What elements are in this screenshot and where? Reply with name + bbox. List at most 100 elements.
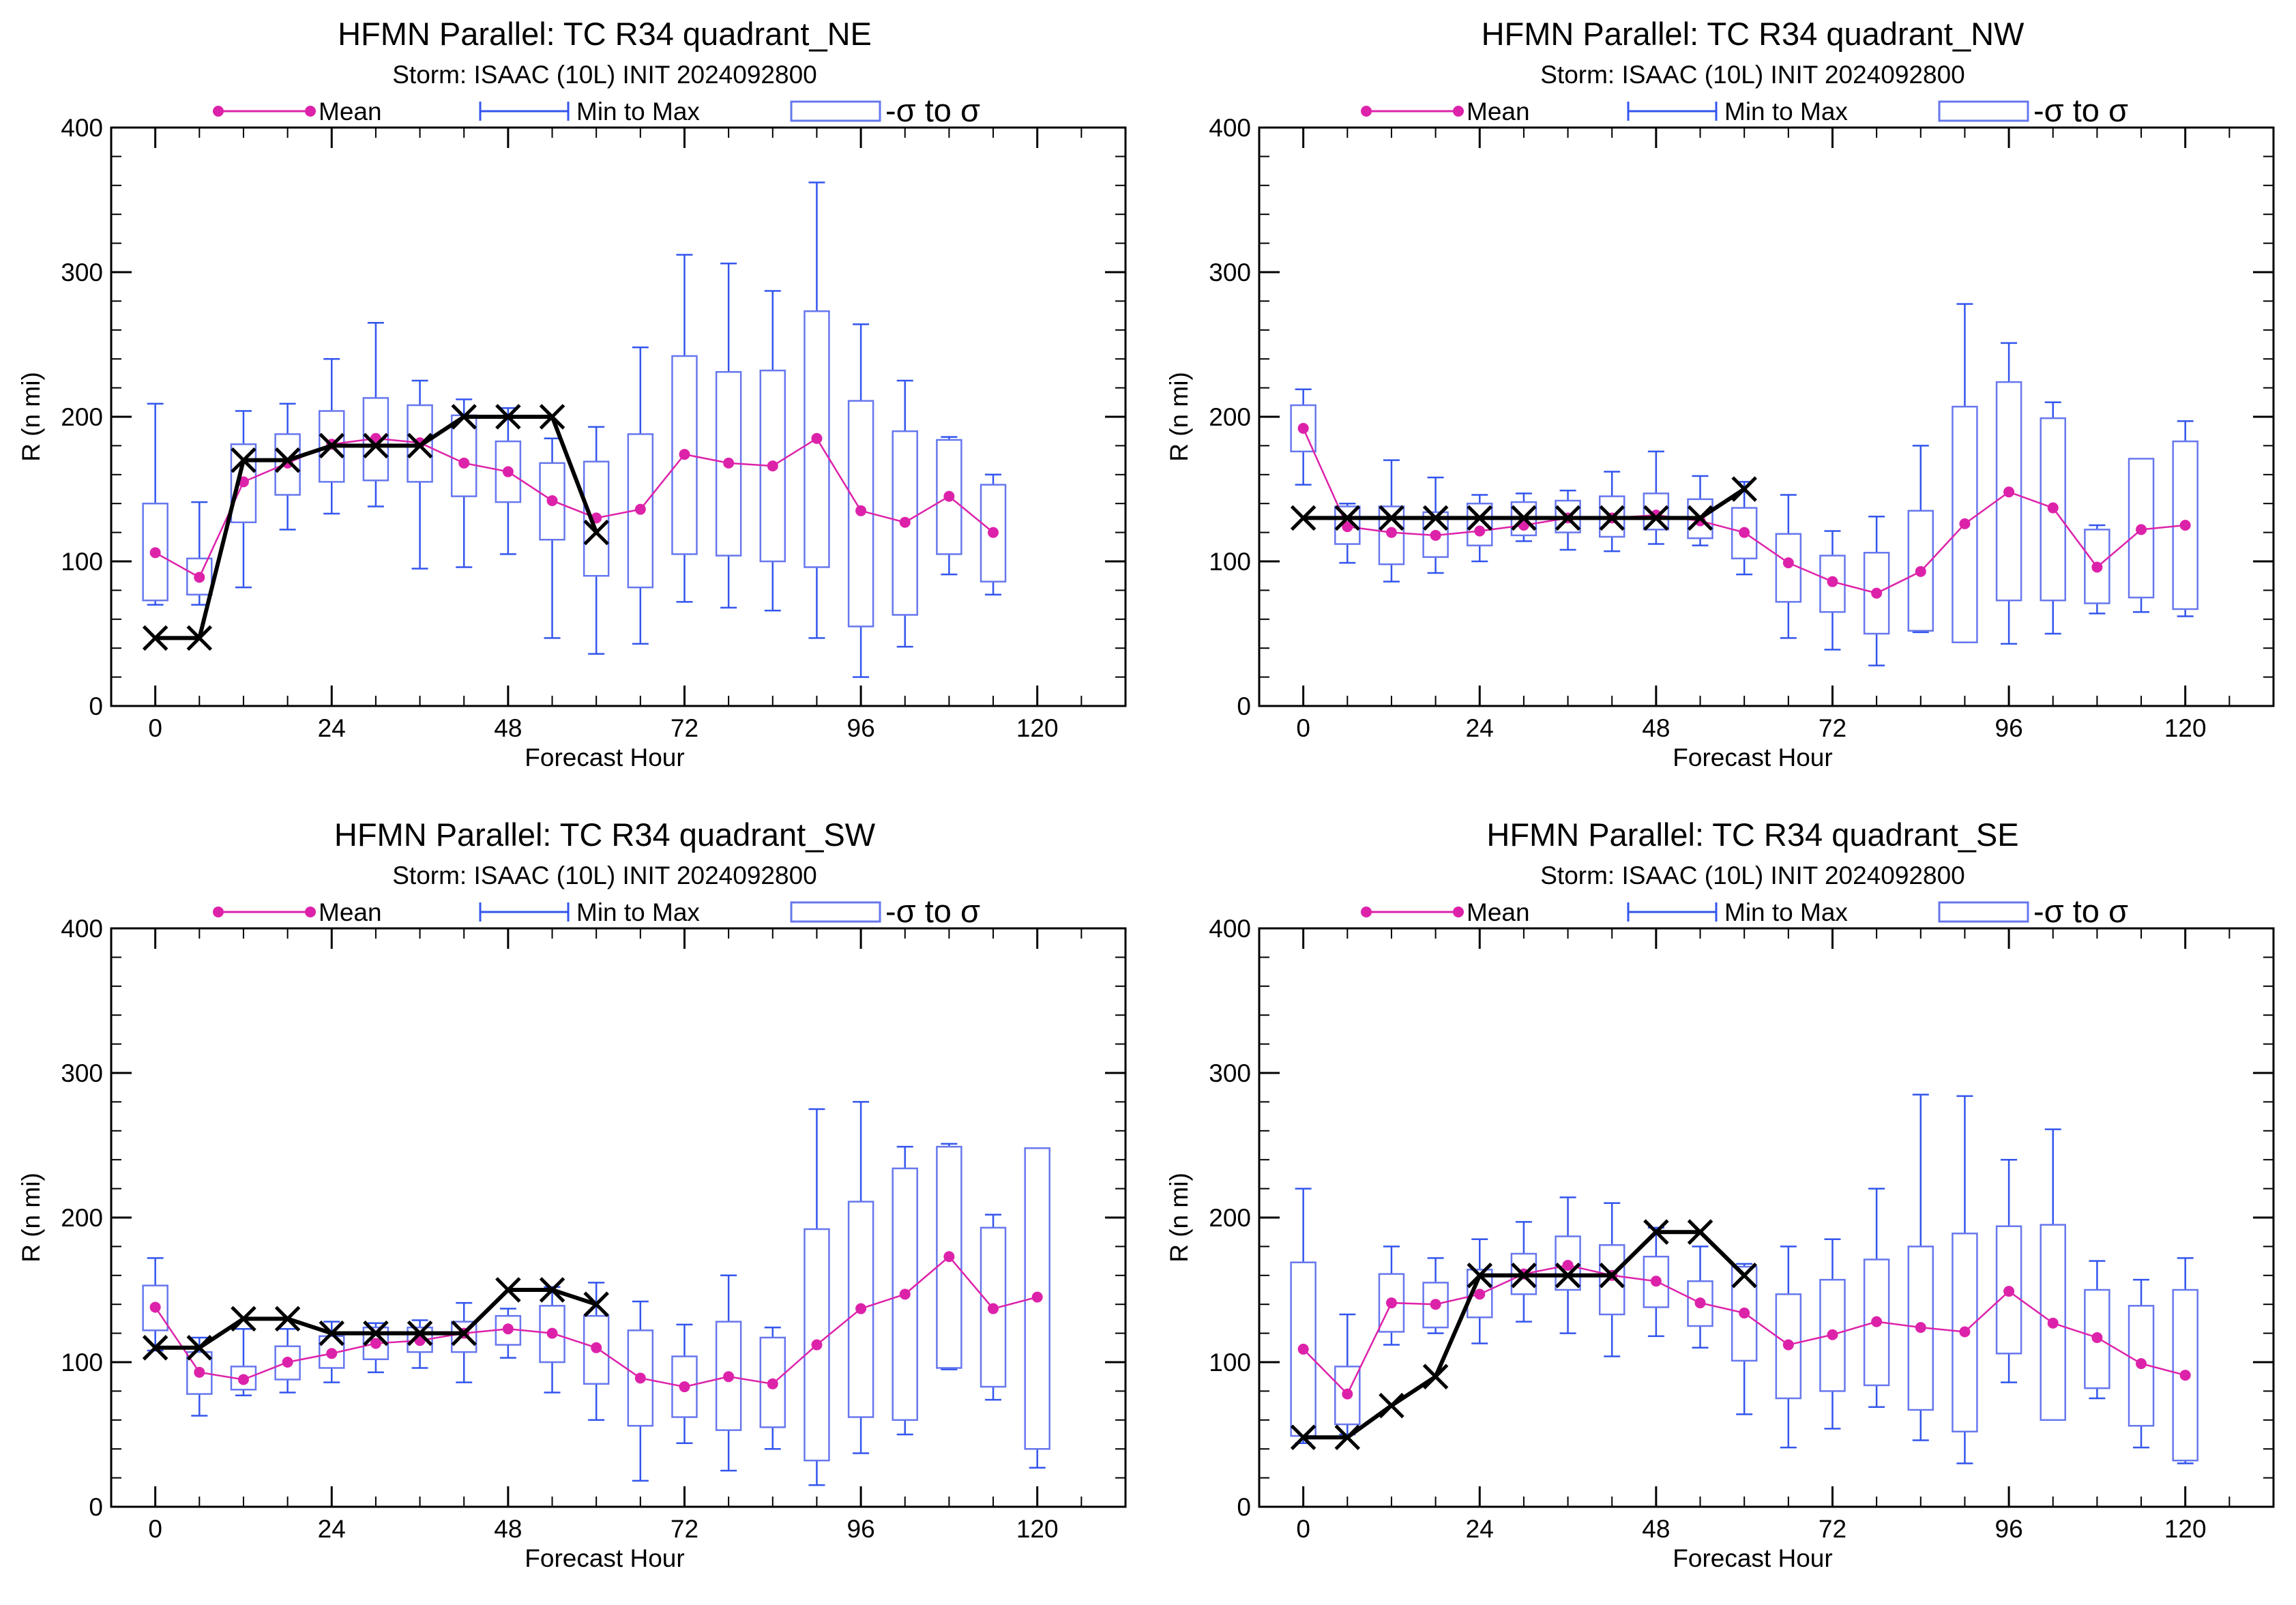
verification-marker bbox=[451, 1320, 477, 1346]
x-tick-label: 24 bbox=[1466, 1515, 1494, 1543]
box-plot bbox=[495, 407, 522, 555]
verification-marker bbox=[1687, 505, 1713, 531]
mean-point bbox=[943, 490, 955, 502]
legend-sigma-label: -σ to σ bbox=[2033, 893, 2128, 929]
verification-marker bbox=[1643, 505, 1669, 531]
mean-point bbox=[943, 1251, 955, 1263]
x-tick-label: 96 bbox=[847, 714, 875, 742]
legend-mean-dot bbox=[213, 106, 224, 117]
mean-point bbox=[591, 1342, 602, 1353]
y-tick-label: 400 bbox=[61, 114, 103, 142]
verification-marker bbox=[142, 625, 168, 651]
sigma-box bbox=[1598, 1244, 1625, 1316]
x-axis-label: Forecast Hour bbox=[1673, 743, 1832, 771]
mean-point bbox=[1827, 1329, 1838, 1340]
verification-marker bbox=[1599, 1263, 1625, 1289]
x-tick-label: 96 bbox=[1995, 1515, 2023, 1543]
mean-point bbox=[370, 1338, 381, 1349]
mean-point bbox=[1694, 1297, 1706, 1309]
mean-point bbox=[1297, 422, 1309, 434]
mean-point bbox=[899, 516, 911, 528]
legend: Mean Min to Max -σ to σ bbox=[1361, 92, 2128, 128]
legend-mean-label: Mean bbox=[319, 98, 382, 126]
box-plot bbox=[804, 1108, 830, 1486]
verification-marker bbox=[274, 447, 301, 473]
verification-marker bbox=[539, 404, 565, 430]
y-tick-label: 400 bbox=[61, 915, 103, 943]
x-tick-label: 24 bbox=[318, 1515, 346, 1543]
box-plot bbox=[2040, 401, 2066, 635]
verification-marker bbox=[451, 404, 477, 430]
mean-point bbox=[811, 1339, 823, 1351]
mean-point bbox=[194, 1366, 205, 1378]
legend-sigma-box bbox=[790, 901, 881, 923]
y-tick-label: 200 bbox=[1209, 403, 1251, 431]
legend-sigma-label: -σ to σ bbox=[885, 893, 980, 929]
y-tick-label: 100 bbox=[61, 1349, 103, 1376]
panel-sw: HFMN Parallel: TC R34 quadrant_SW Storm: … bbox=[17, 816, 1127, 1572]
mean-point bbox=[1430, 1299, 1441, 1310]
plot-frame bbox=[110, 927, 1127, 1508]
box-plot bbox=[759, 290, 786, 612]
box-plot bbox=[539, 1286, 565, 1394]
mean-point bbox=[988, 527, 999, 538]
mean-point bbox=[1385, 527, 1397, 538]
y-tick-label: 0 bbox=[89, 692, 103, 720]
box-plot bbox=[1422, 1257, 1449, 1334]
mean-point bbox=[282, 1357, 293, 1368]
box-plot bbox=[1024, 1147, 1050, 1469]
y-tick-label: 300 bbox=[61, 1059, 103, 1087]
y-tick-label: 300 bbox=[1209, 259, 1251, 286]
verification-marker bbox=[1334, 1424, 1361, 1451]
mean-point bbox=[855, 1303, 867, 1314]
mean-point bbox=[723, 457, 735, 469]
box-plot bbox=[230, 410, 257, 589]
x-tick-label: 48 bbox=[494, 714, 522, 742]
sigma-box bbox=[892, 430, 918, 616]
verification-marker bbox=[583, 1291, 609, 1317]
y-tick-label: 300 bbox=[61, 259, 103, 286]
legend-sigma-box bbox=[1938, 100, 2029, 122]
y-tick-label: 200 bbox=[61, 1204, 103, 1232]
verification-marker bbox=[1731, 476, 1757, 502]
sigma-box bbox=[230, 443, 257, 524]
x-tick-label: 72 bbox=[1819, 1515, 1846, 1543]
legend-minmax-label: Min to Max bbox=[1724, 98, 1848, 126]
box-plot bbox=[539, 437, 565, 639]
mean-point bbox=[2136, 524, 2147, 535]
legend-minmax-label: Min to Max bbox=[1724, 898, 1848, 926]
mean-point bbox=[1959, 1326, 1971, 1338]
box-plot bbox=[230, 1327, 257, 1397]
verification-marker bbox=[583, 519, 609, 546]
x-tick-label: 72 bbox=[671, 714, 698, 742]
box-plot bbox=[1952, 303, 1978, 643]
mean-point bbox=[2091, 1331, 2103, 1343]
box-plot bbox=[1643, 450, 1670, 545]
mean-point bbox=[1474, 525, 1486, 537]
legend-minmax-label: Min to Max bbox=[576, 98, 700, 126]
verification-marker bbox=[319, 1320, 345, 1346]
mean-point bbox=[855, 505, 867, 516]
y-tick-label: 400 bbox=[1209, 915, 1251, 943]
legend-mean-dot bbox=[305, 907, 316, 917]
panel-se: HFMN Parallel: TC R34 quadrant_SE Storm: … bbox=[1165, 816, 2275, 1572]
box-plot bbox=[1290, 1188, 1316, 1444]
mean-point bbox=[237, 1374, 249, 1385]
mean-point bbox=[1342, 521, 1353, 533]
mean-point bbox=[2003, 1286, 2015, 1297]
x-tick-label: 24 bbox=[318, 714, 346, 742]
verification-marker bbox=[1290, 505, 1316, 531]
mean-point bbox=[2047, 1317, 2059, 1329]
verification-marker bbox=[1643, 1219, 1669, 1245]
legend-sigma-box bbox=[1938, 901, 2029, 923]
mean-point bbox=[988, 1303, 999, 1314]
mean-point bbox=[149, 547, 161, 559]
mean-point bbox=[1915, 1322, 1926, 1334]
mean-point bbox=[1031, 1291, 1043, 1303]
x-tick-label: 48 bbox=[494, 1515, 522, 1543]
y-tick-label: 100 bbox=[1209, 548, 1251, 576]
box-plot bbox=[1378, 459, 1405, 583]
box-plot bbox=[1687, 1246, 1713, 1349]
